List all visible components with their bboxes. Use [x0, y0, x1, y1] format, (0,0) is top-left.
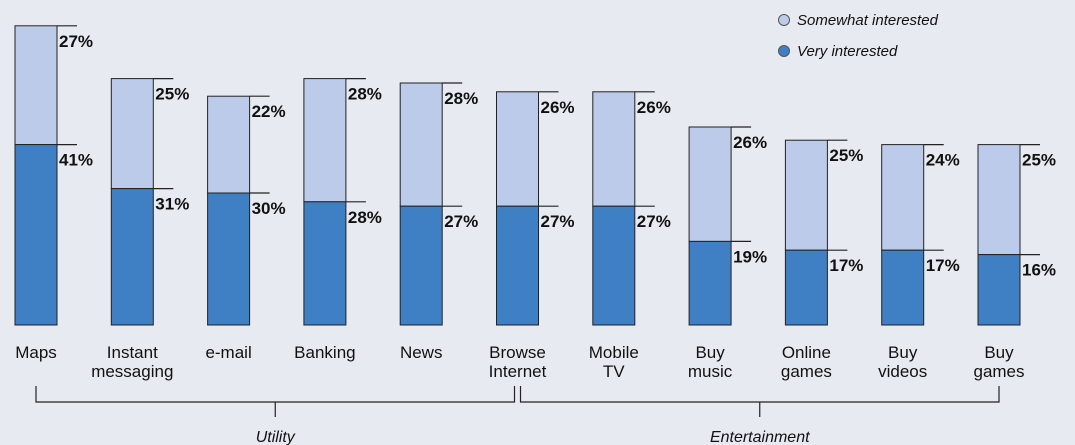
bar-somewhat-buy-games — [977, 144, 1021, 256]
legend-item-very-interested: Very interested — [778, 43, 898, 60]
bar-group-mobile-tv: 26% 27% Mobile TV — [589, 91, 671, 381]
bar-very-banking — [303, 201, 347, 326]
bar-very-buy-videos — [881, 249, 925, 326]
label-somewhat-maps: 27% — [59, 32, 93, 51]
label-very-online-games: 17% — [829, 256, 863, 275]
label-somewhat-buy-music: 26% — [733, 133, 767, 152]
bar-group-banking: 28% 28% Banking — [294, 77, 382, 362]
bar-somewhat-banking — [303, 78, 347, 203]
group-label-utility: Utility — [256, 429, 296, 445]
category-groups: Utility Entertainment — [35, 386, 1000, 445]
category-label-instant-messaging: Instant messaging — [91, 343, 173, 381]
bar-somewhat-buy-music — [688, 126, 732, 242]
group-utility: Utility — [35, 386, 516, 445]
category-label-news: News — [400, 343, 443, 362]
label-somewhat-browse-internet: 26% — [541, 98, 575, 117]
label-very-maps: 41% — [59, 151, 93, 170]
bar-somewhat-browse-internet — [496, 91, 539, 207]
legend: Somewhat interested Very interested — [778, 12, 939, 60]
bars: 27% 41% Maps 25% 31% Instant messaging 22% 30% e-… — [14, 25, 1056, 381]
bar-group-buy-games: 25% 16% Buy games — [973, 144, 1056, 381]
bar-very-maps — [14, 144, 58, 326]
bar-very-buy-games — [977, 254, 1021, 326]
category-label-buy-music: Buy music — [688, 343, 733, 381]
category-label-browse-internet: Browse Internet — [489, 343, 547, 381]
bar-group-news: 28% 27% News — [399, 82, 478, 362]
bar-very-mobile-tv — [592, 205, 636, 326]
bar-somewhat-online-games — [784, 139, 828, 251]
label-somewhat-instant-messaging: 25% — [155, 85, 189, 104]
bar-very-online-games — [784, 249, 828, 326]
label-very-banking: 28% — [348, 208, 382, 227]
label-very-e-mail: 30% — [252, 199, 286, 218]
legend-label-somewhat-interested: Somewhat interested — [797, 12, 939, 29]
label-very-mobile-tv: 27% — [637, 212, 671, 231]
bar-group-buy-music: 26% 19% Buy music — [688, 126, 767, 381]
category-label-online-games: Online games — [781, 343, 832, 381]
label-very-instant-messaging: 31% — [155, 195, 189, 214]
category-label-banking: Banking — [294, 343, 355, 362]
label-somewhat-buy-games: 25% — [1022, 151, 1056, 170]
bar-somewhat-buy-videos — [881, 144, 925, 251]
legend-swatch-very-interested — [778, 45, 790, 57]
category-label-buy-games: Buy games — [973, 343, 1024, 381]
bar-group-browse-internet: 26% 27% Browse Internet — [489, 91, 575, 381]
bar-very-browse-internet — [496, 205, 539, 326]
group-label-entertainment: Entertainment — [710, 429, 810, 445]
bar-somewhat-news — [399, 82, 443, 207]
label-very-buy-games: 16% — [1022, 261, 1056, 280]
category-label-buy-videos: Buy videos — [878, 343, 927, 381]
bar-somewhat-maps — [14, 25, 58, 146]
bar-very-e-mail — [207, 192, 251, 326]
legend-swatch-somewhat-interested — [778, 14, 790, 26]
label-somewhat-e-mail: 22% — [252, 102, 286, 121]
bar-very-instant-messaging — [110, 188, 154, 326]
bar-very-news — [399, 205, 443, 326]
category-label-mobile-tv: Mobile TV — [589, 343, 639, 381]
label-somewhat-buy-videos: 24% — [926, 151, 960, 170]
category-label-maps: Maps — [15, 343, 57, 362]
bar-group-instant-messaging: 25% 31% Instant messaging — [91, 77, 189, 381]
label-somewhat-online-games: 25% — [829, 146, 863, 165]
legend-item-somewhat-interested: Somewhat interested — [778, 12, 939, 29]
bar-very-buy-music — [688, 240, 732, 326]
bar-somewhat-mobile-tv — [592, 91, 636, 207]
bar-group-buy-videos: 24% 17% Buy videos — [878, 144, 960, 381]
category-label-e-mail: e-mail — [205, 343, 251, 362]
label-very-news: 27% — [444, 212, 478, 231]
bar-somewhat-e-mail — [207, 95, 251, 194]
label-very-browse-internet: 27% — [541, 212, 575, 231]
label-very-buy-videos: 17% — [926, 256, 960, 275]
label-somewhat-banking: 28% — [348, 85, 382, 104]
label-somewhat-news: 28% — [444, 89, 478, 108]
bar-group-online-games: 25% 17% Online games — [781, 139, 863, 381]
label-somewhat-mobile-tv: 26% — [637, 98, 671, 117]
bar-somewhat-instant-messaging — [110, 78, 154, 190]
bar-group-e-mail: 22% 30% e-mail — [205, 95, 286, 362]
group-bracket-entertainment — [519, 386, 1000, 403]
group-entertainment: Entertainment — [519, 386, 1000, 445]
legend-label-very-interested: Very interested — [797, 43, 898, 60]
bar-group-maps: 27% 41% Maps — [14, 25, 93, 362]
group-bracket-utility — [35, 386, 516, 403]
label-very-buy-music: 19% — [733, 247, 767, 266]
